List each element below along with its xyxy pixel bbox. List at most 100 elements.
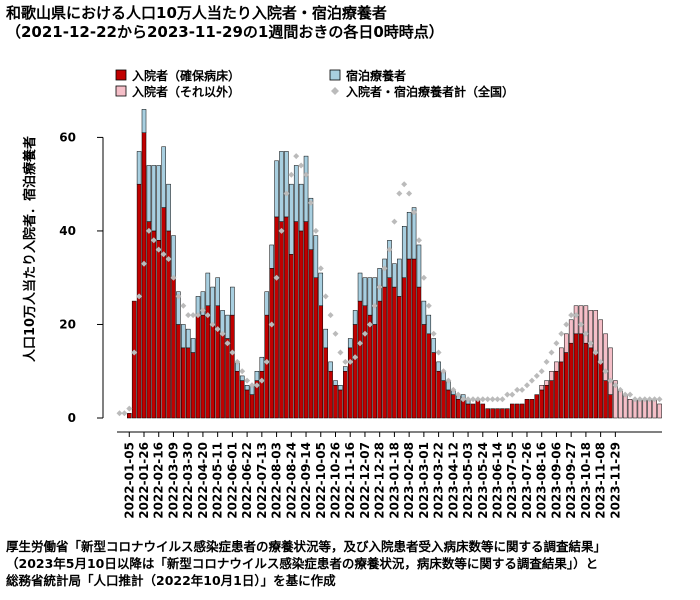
bar-severe-55 [387,277,392,419]
national-point-42 [322,293,329,300]
bar-severe-17 [200,314,206,419]
x-tick-label-3: 2022-03-09 [167,442,181,519]
y-tick-label-40: 40 [59,224,76,238]
bar-severe-2 [127,413,132,419]
national-point-13 [180,302,187,309]
bar-lodging-23 [230,286,235,316]
x-tick-label-6: 2022-05-11 [211,442,225,519]
bar-lodging-50 [362,277,368,307]
x-tick-label-9: 2022-07-13 [255,442,269,519]
bar-lodging-44 [333,380,338,386]
national-point-102 [617,386,624,393]
bar-lodging-57 [397,258,402,297]
x-tick-label-5: 2022-04-20 [196,442,210,519]
legend-swatch-other [115,85,127,97]
bar-lodging-45 [338,385,343,391]
bar-lodging-39 [308,197,314,250]
x-tick-label-23: 2023-05-03 [461,442,475,519]
national-point-51 [366,321,373,328]
bar-severe-50 [362,305,368,419]
bar-lodging-5 [141,109,147,133]
x-tick-label-28: 2023-08-16 [535,442,549,519]
x-tick-label-18: 2023-01-18 [387,442,401,519]
national-point-15 [190,312,197,319]
bar-severe-65 [436,370,441,419]
bar-severe-46 [343,370,348,419]
national-point-7 [150,237,157,244]
bar-other-95 [583,305,589,344]
national-points [116,153,663,417]
legend-marker-national [331,87,339,95]
legend-label-other: 入院者（それ以外） [132,84,240,99]
national-point-62 [420,274,427,281]
bar-severe-11 [171,277,176,419]
national-point-58 [401,181,408,188]
bar-lodging-49 [357,272,363,302]
x-tick-label-1: 2022-01-26 [137,442,151,519]
bar-severe-21 [220,333,225,419]
national-point-60 [411,209,417,216]
x-tick-label-30: 2023-09-27 [564,442,578,519]
national-point-8 [155,246,162,253]
national-point-37 [298,162,305,169]
national-point-12 [175,293,182,300]
y-axis: 0 20 40 60 人口10万人当たり入院者．宿泊療養者 [22,130,104,425]
bar-severe-24 [235,370,240,419]
bar-severe-49 [357,300,363,419]
bar-severe-96 [588,347,594,419]
y-axis-title: 人口10万人当たり入院者．宿泊療養者 [22,136,38,362]
bar-severe-22 [225,338,230,419]
national-point-35 [288,171,295,178]
bar-severe-67 [446,389,451,419]
national-point-29 [258,377,265,384]
national-point-32 [273,274,280,281]
national-point-41 [317,265,324,272]
legend-label-lodging: 宿泊療養者 [346,68,406,83]
bar-lodging-4 [136,151,142,185]
bar-severe-74 [480,403,486,419]
bar-severe-3 [131,300,137,419]
national-point-17 [199,307,206,314]
national-point-10 [165,256,172,262]
national-point-54 [381,265,388,272]
x-tick-label-7: 2022-06-01 [225,442,239,519]
national-point-76 [489,396,496,403]
x-tick-label-11: 2022-08-24 [284,442,298,519]
x-tick-label-25: 2023-06-14 [491,442,505,519]
national-point-72 [470,396,476,403]
bar-other-92 [568,319,574,344]
bar-severe-89 [554,370,559,419]
bar-other-86 [539,385,544,391]
national-point-28 [253,382,260,389]
bar-severe-41 [318,305,324,419]
x-tick-label-12: 2022-09-14 [299,442,313,519]
national-point-55 [386,246,393,253]
national-point-105 [632,396,638,403]
national-point-33 [278,227,285,234]
national-point-57 [396,190,403,197]
bar-lodging-42 [323,328,328,349]
national-point-92 [568,312,575,319]
source-note: 厚生労働省「新型コロナウイルス感染症患者の療養状況等，及び入院患者受入病床数等に… [6,538,606,589]
national-point-61 [416,237,422,244]
national-point-44 [332,330,339,337]
national-point-94 [578,321,584,328]
national-point-87 [543,358,550,365]
bar-severe-77 [495,408,500,419]
national-point-16 [195,312,201,319]
bar-lodging-34 [284,151,289,218]
national-point-27 [249,382,255,389]
national-point-91 [563,321,570,328]
bar-severe-20 [215,305,220,419]
bar-lodging-59 [406,211,412,260]
national-point-77 [494,396,501,403]
bar-lodging-48 [352,310,358,325]
bar-severe-82 [519,403,525,419]
bar-lodging-65 [436,361,441,372]
national-point-43 [327,312,334,319]
national-point-24 [234,358,241,365]
national-point-69 [455,391,462,398]
national-point-83 [524,382,530,389]
bar-severe-57 [397,296,402,419]
bar-other-91 [563,333,569,353]
